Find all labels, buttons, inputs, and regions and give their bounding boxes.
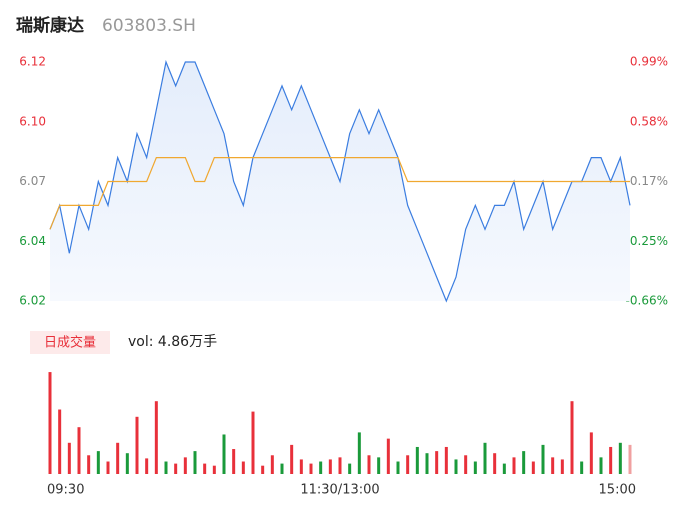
y-tick-label: 0.99% xyxy=(630,55,668,69)
volume-bar xyxy=(580,461,584,474)
y-tick-label: 0.58% xyxy=(630,114,668,128)
volume-bar xyxy=(328,459,332,474)
y-tick-label: 6.07 xyxy=(19,174,46,188)
volume-bar xyxy=(386,438,390,474)
volume-bar xyxy=(531,461,535,474)
volume-bar xyxy=(87,455,91,474)
volume-bar xyxy=(464,455,468,474)
volume-bar xyxy=(589,432,593,474)
volume-bar xyxy=(116,442,120,474)
volume-bar xyxy=(280,463,284,474)
volume-bar xyxy=(251,411,255,474)
volume-bar xyxy=(493,453,497,474)
volume-bar xyxy=(164,461,168,474)
volume-bar xyxy=(154,401,158,474)
volume-badge xyxy=(30,331,110,354)
volume-bar xyxy=(203,463,207,474)
volume-bar xyxy=(357,432,361,474)
stock-name: 瑞斯康达 xyxy=(16,15,84,36)
volume-bar xyxy=(473,461,477,474)
x-tick-label: 09:30 xyxy=(47,483,84,498)
volume-bar xyxy=(241,461,245,474)
volume-bar xyxy=(425,453,429,474)
volume-bar xyxy=(309,463,313,474)
volume-bar xyxy=(454,459,458,474)
volume-bar xyxy=(435,451,439,474)
volume-bar xyxy=(502,463,506,474)
volume-bar xyxy=(290,444,294,474)
x-tick-label: 15:00 xyxy=(599,483,636,498)
volume-bar xyxy=(609,446,613,474)
volume-bar xyxy=(444,446,448,474)
price-line xyxy=(49,59,631,303)
volume-bar xyxy=(58,409,62,474)
volume-bar xyxy=(67,442,71,474)
average-line xyxy=(49,157,630,230)
volume-label: 日成交量 xyxy=(44,335,96,351)
volume-bar xyxy=(174,463,178,474)
volume-bar xyxy=(193,451,197,474)
volume-bar xyxy=(319,461,323,474)
volume-bar xyxy=(377,457,381,474)
volume-bar xyxy=(367,455,371,474)
volume-bar xyxy=(48,372,52,474)
y-tick-label: 6.02 xyxy=(19,294,46,308)
y-tick-label: -0.25% xyxy=(626,234,668,248)
volume-bar xyxy=(522,451,526,474)
volume-bar xyxy=(618,442,622,474)
y-tick-label: 6.12 xyxy=(19,55,46,69)
volume-bar xyxy=(348,463,352,474)
x-tick-label: 11:30/13:00 xyxy=(300,483,379,498)
volume-bar xyxy=(483,442,487,474)
volume-bar xyxy=(125,453,129,474)
stock-code: 603803.SH xyxy=(102,16,196,36)
volume-bar xyxy=(570,401,574,474)
volume-bar xyxy=(77,427,81,474)
y-tick-label: 6.10 xyxy=(19,114,46,128)
volume-text: vol: 4.86万手 xyxy=(128,334,217,350)
volume-bar xyxy=(183,457,187,474)
volume-bar xyxy=(222,434,226,474)
volume-bar xyxy=(415,446,419,474)
volume-bar xyxy=(270,455,274,474)
volume-bar xyxy=(232,449,236,474)
volume-bar xyxy=(135,416,139,474)
volume-bar xyxy=(628,444,632,474)
y-tick-label: 6.04 xyxy=(19,234,46,248)
volume-bar xyxy=(560,459,564,474)
volume-bar xyxy=(406,455,410,474)
volume-bar xyxy=(106,461,110,474)
y-tick-label: -0.66% xyxy=(626,294,668,308)
volume-bar xyxy=(299,459,303,474)
volume-bar xyxy=(541,444,545,474)
volume-bar xyxy=(145,458,149,474)
volume-bar xyxy=(96,451,100,474)
y-tick-label: 0.17% xyxy=(630,174,668,188)
volume-bar xyxy=(261,465,265,474)
volume-bar xyxy=(512,457,516,474)
volume-bar xyxy=(396,461,400,474)
volume-bar xyxy=(338,457,342,474)
volume-bar xyxy=(212,465,216,474)
volume-bar xyxy=(551,457,555,474)
volume-bar xyxy=(599,457,603,474)
